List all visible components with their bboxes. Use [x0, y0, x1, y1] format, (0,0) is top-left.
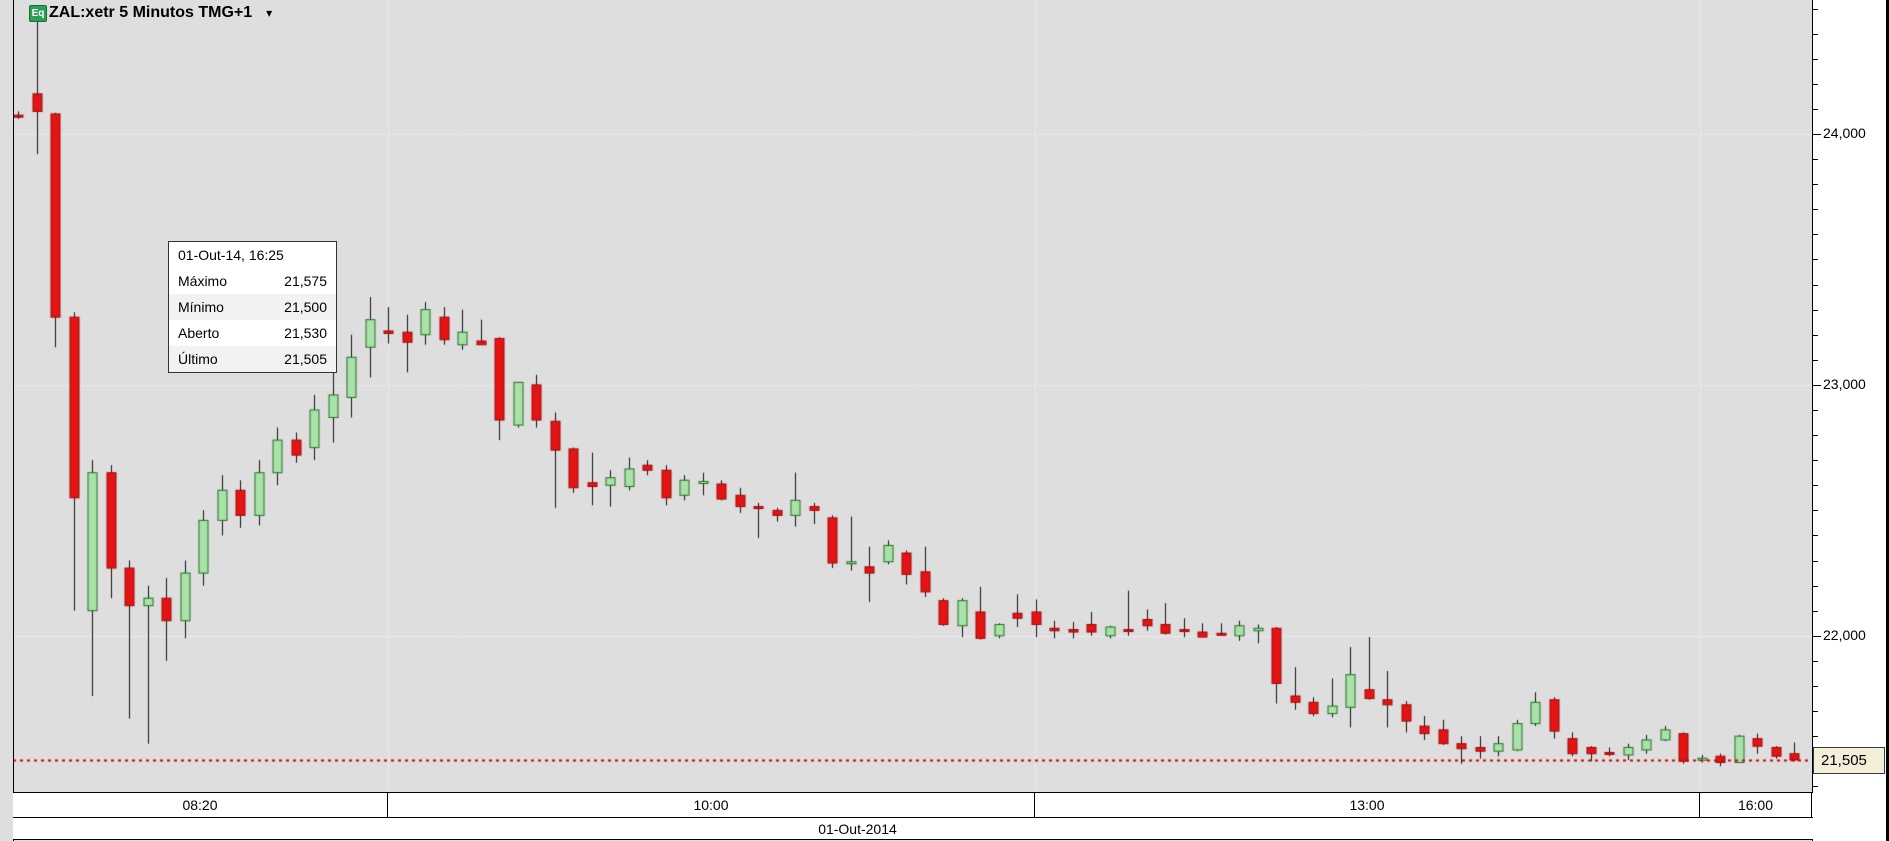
y-axis-tick — [1813, 736, 1818, 737]
tooltip-row-last: Último 21,505 — [169, 346, 336, 372]
tooltip-row-low: Mínimo 21,500 — [169, 294, 336, 320]
y-axis-tick — [1813, 310, 1818, 311]
chart-title: ZAL:xetr 5 Minutos TMG+1 — [49, 4, 253, 21]
candlestick-chart[interactable] — [13, 0, 1812, 790]
time-cell-0820: 08:20 — [13, 793, 388, 817]
y-axis-tick — [1813, 535, 1818, 536]
price-axis[interactable]: 24,000 23,000 22,000 — [1812, 0, 1887, 841]
instrument-selector[interactable]: Eq ZAL:xetr 5 Minutos TMG+1 ▾ — [29, 4, 272, 22]
y-axis-tick — [1813, 285, 1818, 286]
y-axis-tick — [1813, 159, 1818, 160]
y-axis-tick — [1813, 636, 1821, 637]
tooltip-datetime: 01-Out-14, 16:25 — [178, 247, 284, 263]
y-axis-tick — [1813, 460, 1818, 461]
y-axis-tick — [1813, 259, 1818, 260]
chevron-down-icon[interactable]: ▾ — [266, 6, 273, 20]
time-cell-1600: 16:00 — [1700, 793, 1812, 817]
y-axis-label: 24,000 — [1823, 125, 1866, 141]
y-axis-label: 22,000 — [1823, 627, 1866, 643]
date-label: 01-Out-2014 — [818, 820, 897, 837]
y-axis-tick — [1813, 234, 1818, 235]
y-axis-tick — [1813, 134, 1821, 135]
time-axis[interactable]: 08:20 10:00 13:00 16:00 01-Out-2014 — [13, 792, 1813, 840]
y-axis-tick — [1813, 686, 1818, 687]
window-right-border — [1886, 0, 1889, 841]
y-axis-tick — [1813, 485, 1818, 486]
y-axis-tick — [1813, 711, 1818, 712]
y-axis-tick — [1813, 184, 1818, 185]
ohlc-tooltip: 01-Out-14, 16:25 Máximo 21,575 Mínimo 21,5… — [168, 241, 337, 373]
y-axis-tick — [1813, 335, 1818, 336]
tooltip-row-high: Máximo 21,575 — [178, 273, 327, 289]
y-axis-tick — [1813, 34, 1818, 35]
y-axis-tick — [1813, 59, 1818, 60]
y-axis-tick — [1813, 661, 1818, 662]
y-axis-tick — [1813, 510, 1818, 511]
y-axis-tick — [1813, 410, 1818, 411]
y-axis-tick — [1813, 561, 1818, 562]
last-price-tag: 21,505 — [1813, 747, 1885, 774]
y-axis-tick — [1813, 209, 1818, 210]
time-cell-1300: 13:00 — [1035, 793, 1700, 817]
y-axis-tick — [1813, 611, 1818, 612]
y-axis-label: 23,000 — [1823, 376, 1866, 392]
y-axis-tick — [1813, 586, 1818, 587]
y-axis-tick — [1813, 9, 1818, 10]
y-axis-tick — [1813, 786, 1818, 787]
time-cell-1000: 10:00 — [388, 793, 1035, 817]
tooltip-row-open: Aberto 21,530 — [178, 325, 327, 341]
time-row: 08:20 10:00 13:00 16:00 — [13, 792, 1813, 818]
y-axis-tick — [1813, 109, 1818, 110]
y-axis-tick — [1813, 84, 1818, 85]
equity-badge-icon: Eq — [29, 4, 47, 22]
y-axis-tick — [1813, 360, 1818, 361]
y-axis-tick — [1813, 435, 1818, 436]
date-row: 01-Out-2014 — [13, 818, 1813, 840]
chart-left-border — [13, 0, 14, 841]
y-axis-tick — [1813, 385, 1821, 386]
